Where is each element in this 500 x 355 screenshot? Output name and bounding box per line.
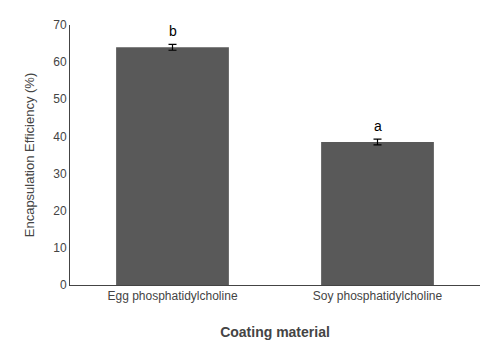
svg-text:0: 0: [60, 278, 67, 292]
svg-text:a: a: [374, 118, 382, 134]
svg-text:70: 70: [53, 18, 67, 32]
svg-text:30: 30: [53, 167, 67, 181]
svg-text:60: 60: [53, 55, 67, 69]
svg-text:10: 10: [53, 241, 67, 255]
svg-text:50: 50: [53, 92, 67, 106]
svg-text:b: b: [169, 23, 177, 39]
svg-text:20: 20: [53, 204, 67, 218]
svg-text:Coating material: Coating material: [220, 324, 330, 340]
svg-text:Egg phosphatidylcholine: Egg phosphatidylcholine: [107, 289, 237, 303]
svg-text:Encapsulation Efficiency (%): Encapsulation Efficiency (%): [22, 73, 37, 238]
svg-text:Soy phosphatidylcholine: Soy phosphatidylcholine: [313, 289, 443, 303]
svg-text:40: 40: [53, 130, 67, 144]
